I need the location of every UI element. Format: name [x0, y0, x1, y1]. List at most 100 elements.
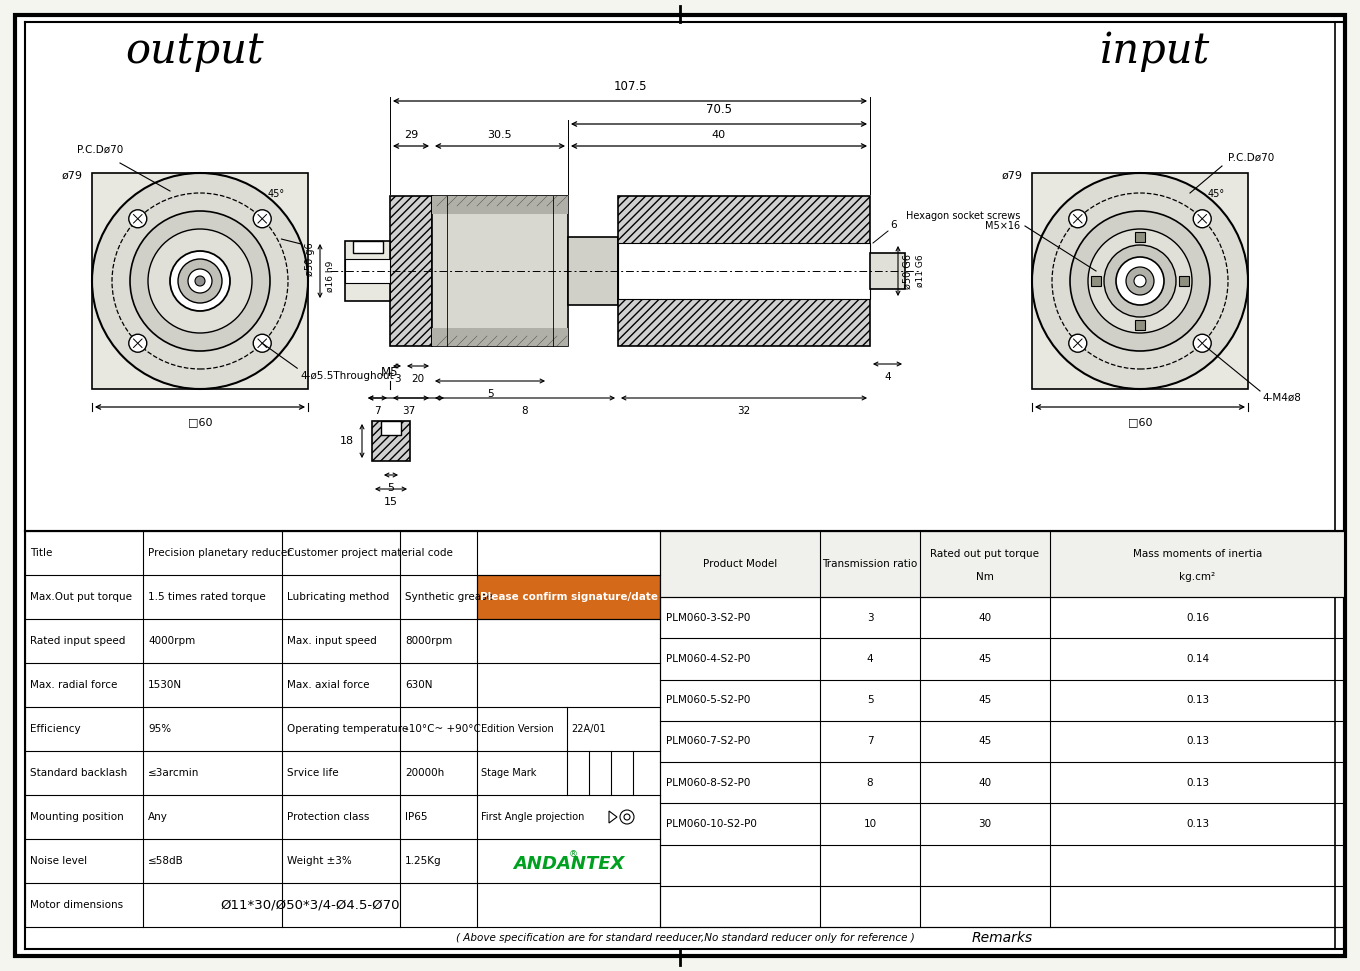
Circle shape	[178, 259, 222, 303]
Text: PLM060-8-S2-P0: PLM060-8-S2-P0	[666, 778, 751, 787]
Text: 1.5 times rated torque: 1.5 times rated torque	[148, 592, 265, 602]
Text: Noise level: Noise level	[30, 856, 87, 866]
Text: Synthetic grease: Synthetic grease	[405, 592, 492, 602]
Text: 8: 8	[866, 778, 873, 787]
Text: Max.Out put torque: Max.Out put torque	[30, 592, 132, 602]
Circle shape	[188, 269, 212, 293]
Text: Efficiency: Efficiency	[30, 724, 80, 734]
Text: ø50 g6: ø50 g6	[305, 242, 316, 276]
Text: 3: 3	[866, 613, 873, 622]
Text: 45°: 45°	[268, 189, 286, 199]
Text: Rated out put torque: Rated out put torque	[930, 549, 1039, 559]
Text: 630N: 630N	[405, 680, 432, 690]
Bar	[1136, 232, 1145, 242]
Text: ø79: ø79	[1002, 171, 1023, 181]
Circle shape	[92, 173, 307, 389]
Text: 0.13: 0.13	[1186, 736, 1209, 747]
Text: Any: Any	[148, 812, 167, 822]
Text: 45°: 45°	[1208, 189, 1225, 199]
Text: Weight ±3%: Weight ±3%	[287, 856, 352, 866]
Text: 0.13: 0.13	[1186, 695, 1209, 705]
Circle shape	[253, 334, 271, 352]
Text: 4: 4	[866, 653, 873, 664]
Text: ø16 h9: ø16 h9	[326, 260, 335, 291]
Text: Lubricating method: Lubricating method	[287, 592, 389, 602]
Bar	[432, 328, 568, 346]
Text: 10: 10	[864, 819, 877, 829]
Circle shape	[1193, 210, 1212, 228]
Bar	[1032, 173, 1248, 389]
Text: Stage Mark: Stage Mark	[481, 768, 536, 778]
Circle shape	[131, 211, 271, 351]
Text: 29: 29	[404, 130, 418, 140]
Circle shape	[1193, 334, 1212, 352]
Text: Max. radial force: Max. radial force	[30, 680, 117, 690]
Text: input: input	[1100, 30, 1210, 72]
Text: 30: 30	[978, 819, 991, 829]
Text: M5: M5	[381, 366, 398, 379]
Text: 1530N: 1530N	[148, 680, 182, 690]
Text: 4-ø5.5Throughout: 4-ø5.5Throughout	[301, 371, 394, 382]
Text: Precision planetary reducer: Precision planetary reducer	[148, 548, 291, 558]
Text: 45: 45	[978, 695, 991, 705]
Text: ø11 G6: ø11 G6	[917, 254, 925, 287]
Text: P.C.Dø70: P.C.Dø70	[1228, 153, 1274, 163]
Text: 7: 7	[866, 736, 873, 747]
Text: 95%: 95%	[148, 724, 171, 734]
Bar	[870, 253, 904, 289]
Text: 8: 8	[522, 406, 528, 416]
Circle shape	[1070, 211, 1210, 351]
Text: Motor dimensions: Motor dimensions	[30, 900, 124, 910]
Text: 70.5: 70.5	[706, 103, 732, 116]
Circle shape	[129, 334, 147, 352]
Text: ANDANTEX: ANDANTEX	[513, 855, 624, 873]
Text: ≤58dB: ≤58dB	[148, 856, 184, 866]
Text: ®: ®	[568, 851, 578, 859]
Text: Edition Version: Edition Version	[481, 724, 554, 734]
Circle shape	[1126, 267, 1155, 295]
Text: PLM060-7-S2-P0: PLM060-7-S2-P0	[666, 736, 751, 747]
Bar	[432, 196, 568, 214]
Text: P.C.Dø70: P.C.Dø70	[78, 145, 124, 155]
Text: ø50 G6: ø50 G6	[903, 253, 913, 288]
Text: PLM060-4-S2-P0: PLM060-4-S2-P0	[666, 653, 751, 664]
Text: Ø11*30/Ø50*3/4-Ø4.5-Ø70: Ø11*30/Ø50*3/4-Ø4.5-Ø70	[220, 898, 400, 912]
Text: Please confirm signature/date: Please confirm signature/date	[480, 592, 657, 602]
Text: First Angle projection: First Angle projection	[481, 812, 585, 822]
Text: Operating temperature: Operating temperature	[287, 724, 408, 734]
Text: IP65: IP65	[405, 812, 427, 822]
Text: Mass moments of inertia: Mass moments of inertia	[1133, 549, 1262, 559]
Text: Max. axial force: Max. axial force	[287, 680, 370, 690]
Text: ≤3arcmin: ≤3arcmin	[148, 768, 200, 778]
Text: Product Model: Product Model	[703, 559, 777, 569]
Bar	[373, 421, 409, 461]
Text: 4-M4ø8: 4-M4ø8	[1262, 393, 1302, 403]
Text: 7: 7	[374, 406, 381, 416]
Circle shape	[1069, 210, 1087, 228]
Text: Remarks: Remarks	[972, 931, 1034, 945]
Text: 40: 40	[978, 613, 991, 622]
Text: -10°C~ +90°C: -10°C~ +90°C	[405, 724, 481, 734]
Text: 40: 40	[711, 130, 726, 140]
Text: PLM060-3-S2-P0: PLM060-3-S2-P0	[666, 613, 751, 622]
Text: 0.14: 0.14	[1186, 653, 1209, 664]
Text: Srvice life: Srvice life	[287, 768, 339, 778]
Text: 5: 5	[866, 695, 873, 705]
Text: ø79: ø79	[63, 171, 83, 181]
Text: Rated input speed: Rated input speed	[30, 636, 125, 646]
Circle shape	[1088, 229, 1191, 333]
Text: 107.5: 107.5	[613, 80, 647, 93]
Bar	[568, 237, 617, 305]
Circle shape	[1117, 257, 1164, 305]
Text: Max. input speed: Max. input speed	[287, 636, 377, 646]
Text: 4: 4	[884, 372, 891, 382]
Circle shape	[1104, 245, 1176, 317]
Text: 5: 5	[388, 483, 394, 493]
Text: 4000rpm: 4000rpm	[148, 636, 196, 646]
Bar	[432, 196, 568, 346]
Circle shape	[194, 276, 205, 286]
Text: □60: □60	[188, 417, 212, 427]
Text: Customer project material code: Customer project material code	[287, 548, 453, 558]
Bar	[345, 259, 390, 283]
Bar	[617, 243, 870, 299]
